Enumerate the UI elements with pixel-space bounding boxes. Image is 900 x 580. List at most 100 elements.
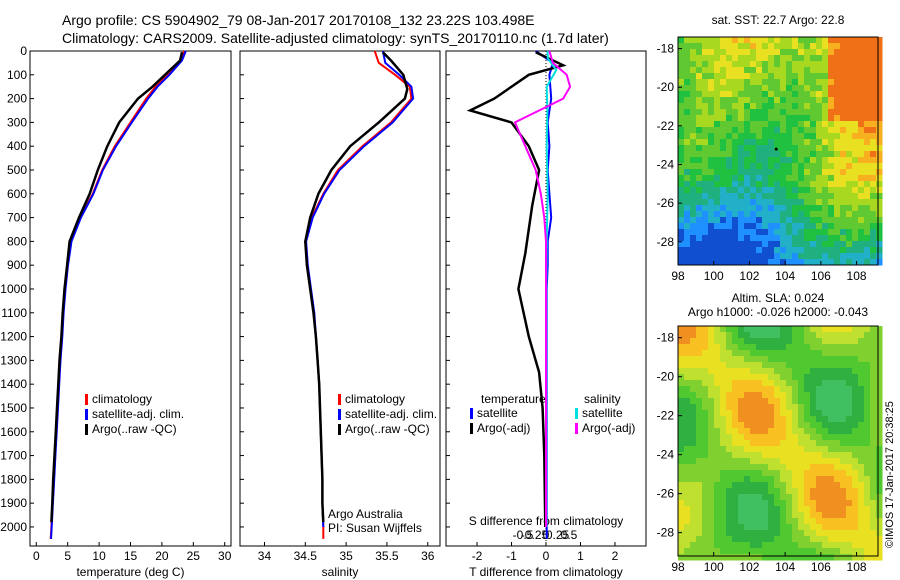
sst-map-cell xyxy=(762,121,769,128)
sla-map-cell xyxy=(864,368,871,375)
sla-map-cell xyxy=(816,386,823,393)
sla-map-cell xyxy=(858,476,865,483)
sla-map-cell xyxy=(720,524,727,531)
sst-map-cell xyxy=(702,259,709,266)
sst-map-cell xyxy=(858,253,865,260)
sst-map-cell xyxy=(750,85,757,92)
sla-map-cell xyxy=(816,512,823,519)
sla-map-cell xyxy=(870,488,877,495)
sst-map-cell xyxy=(744,169,751,176)
sla-map-cell xyxy=(774,470,781,477)
sst-map-cell xyxy=(738,145,745,152)
sst-map-cell xyxy=(738,241,745,248)
sst-map-cell xyxy=(708,169,715,176)
sla-map-cell xyxy=(708,458,715,465)
sst-map-cell xyxy=(726,247,733,254)
sla-map-cell xyxy=(708,482,715,489)
sst-map-cell xyxy=(690,55,697,62)
sst-map-cell xyxy=(726,187,733,194)
sla-map-cell xyxy=(822,524,829,531)
sst-map-cell xyxy=(756,103,763,110)
sst-map-cell xyxy=(756,97,763,104)
sst-map-cell xyxy=(876,229,883,236)
sla-map-cell xyxy=(786,374,793,381)
sla-map-cell xyxy=(876,374,883,381)
sst-map-cell xyxy=(828,145,835,152)
sst-map-cell xyxy=(828,217,835,224)
sla-map-cell xyxy=(810,536,817,543)
sla-map-cell xyxy=(738,380,745,387)
sla-map-cell xyxy=(690,530,697,537)
sla-map-cell xyxy=(816,500,823,507)
sla-map-cell xyxy=(870,356,877,363)
sla-map-cell xyxy=(798,542,805,549)
sla-map-cell xyxy=(816,494,823,501)
sal-legend-heading: salinity xyxy=(584,392,621,406)
sst-map-cell xyxy=(834,193,841,200)
sla-map-cell xyxy=(786,326,793,333)
sst-map-cell xyxy=(732,85,739,92)
sla-map-cell xyxy=(756,500,763,507)
sst-map-cell xyxy=(690,205,697,212)
sla-map-cell xyxy=(876,368,883,375)
sla-map-cell xyxy=(732,548,739,555)
sla-map-cell xyxy=(738,434,745,441)
sst-map-cell xyxy=(714,43,721,50)
sst-map-cell xyxy=(744,241,751,248)
sla-map-cell xyxy=(702,392,709,399)
sst-map-cell xyxy=(762,163,769,170)
sla-map-cell xyxy=(876,482,883,489)
sst-map-cell xyxy=(834,139,841,146)
sst-map-cell xyxy=(864,175,871,182)
sla-map-cell xyxy=(738,410,745,417)
sla-map-cell xyxy=(732,428,739,435)
sla-map-lat-label: -26 xyxy=(657,487,675,501)
sst-map-cell xyxy=(696,67,703,74)
sla-map-cell xyxy=(840,332,847,339)
sla-map-cell xyxy=(726,524,733,531)
sla-map-cell xyxy=(834,428,841,435)
sst-map-cell xyxy=(738,181,745,188)
sst-map-cell xyxy=(768,223,775,230)
sla-map-cell xyxy=(786,512,793,519)
sst-map-cell xyxy=(678,139,685,146)
sst-map-cell xyxy=(702,145,709,152)
sst-map-cell xyxy=(696,79,703,86)
sla-map-cell xyxy=(804,494,811,501)
sst-map-lat-label: -24 xyxy=(657,158,675,172)
sla-map-cell xyxy=(804,446,811,453)
sla-map-cell xyxy=(804,434,811,441)
sla-map-cell xyxy=(822,476,829,483)
sst-map-cell xyxy=(756,121,763,128)
sla-map-cell xyxy=(702,542,709,549)
sla-map-cell xyxy=(738,518,745,525)
sst-map-cell xyxy=(792,241,799,248)
sst-map-cell xyxy=(792,211,799,218)
sla-map-cell xyxy=(744,428,751,435)
sla-map-cell xyxy=(696,524,703,531)
sla-map-cell xyxy=(864,416,871,423)
sst-map-cell xyxy=(696,205,703,212)
sla-map-cell xyxy=(756,542,763,549)
sla-map-cell xyxy=(726,386,733,393)
sla-map-cell xyxy=(870,416,877,423)
sla-map-cell xyxy=(768,434,775,441)
sal-argo-line xyxy=(304,51,409,523)
sst-map-cell xyxy=(702,97,709,104)
sst-map-cell xyxy=(870,109,877,116)
sla-map-cell xyxy=(780,440,787,447)
sla-map-cell xyxy=(876,494,883,501)
sla-map-cell xyxy=(708,356,715,363)
sla-map-cell xyxy=(684,470,691,477)
sst-map-cell xyxy=(720,79,727,86)
sst-map-cell xyxy=(876,187,883,194)
sst-map-cell xyxy=(786,133,793,140)
sst-map-cell xyxy=(792,133,799,140)
sst-map-cell xyxy=(702,103,709,110)
sst-map-cell xyxy=(732,97,739,104)
sla-map-cell xyxy=(834,458,841,465)
sst-map-cell xyxy=(702,109,709,116)
sst-map-cell xyxy=(774,49,781,56)
sst-map-cell xyxy=(816,37,823,44)
sst-map-cell xyxy=(756,37,763,44)
